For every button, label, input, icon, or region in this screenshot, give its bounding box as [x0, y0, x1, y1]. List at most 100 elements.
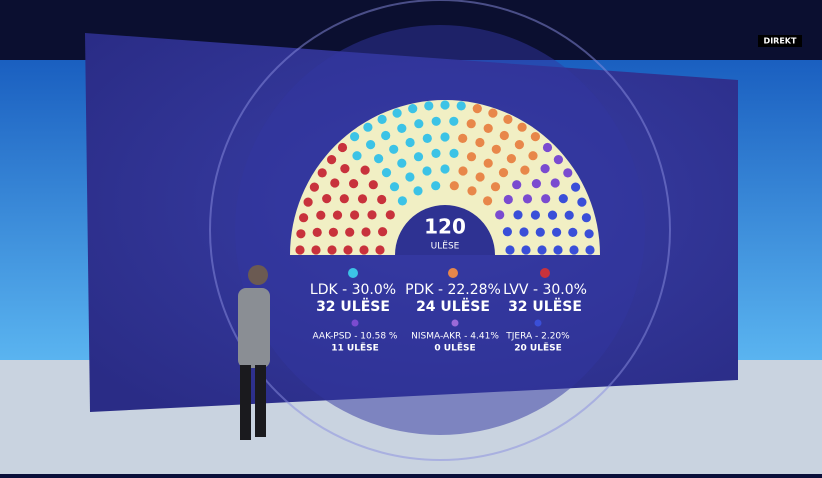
- seat: [349, 179, 359, 189]
- seat: [413, 152, 424, 162]
- seat: [449, 148, 459, 158]
- legend-dot: [540, 268, 550, 278]
- seat: [547, 210, 558, 220]
- seat: [520, 165, 530, 175]
- seat: [359, 245, 369, 255]
- seat: [350, 210, 360, 220]
- seat: [339, 194, 349, 204]
- seat-label: 20 ULËSE: [514, 343, 561, 354]
- seat: [352, 151, 362, 161]
- seat: [449, 181, 459, 191]
- seat: [440, 164, 450, 174]
- seat: [483, 123, 493, 133]
- seat: [330, 178, 340, 188]
- seat: [366, 140, 376, 150]
- seat: [563, 168, 573, 178]
- seat: [506, 154, 516, 164]
- seat: [385, 210, 395, 220]
- party-label: TJERA - 2.20%: [505, 332, 570, 342]
- seat: [467, 186, 477, 196]
- seat: [392, 108, 402, 118]
- seat: [413, 186, 423, 196]
- party-seats: [295, 142, 395, 255]
- decor-ring: [209, 0, 671, 461]
- seat: [350, 132, 360, 142]
- seat: [440, 132, 450, 142]
- seat: [408, 104, 418, 114]
- seat: [571, 182, 581, 192]
- seat: [377, 114, 387, 124]
- seat: [584, 229, 594, 239]
- hemicycle-hole: [395, 205, 495, 255]
- seat: [424, 101, 434, 111]
- badge-bg: [758, 35, 802, 47]
- seat: [431, 181, 441, 191]
- seat-label: 24 ULËSE: [416, 298, 490, 315]
- seat: [537, 245, 547, 255]
- seat: [405, 172, 415, 182]
- seat: [295, 245, 305, 255]
- seat: [530, 132, 541, 142]
- seat: [550, 178, 560, 188]
- seat: [340, 164, 350, 174]
- seat: [360, 165, 370, 175]
- seat: [522, 194, 533, 204]
- seat: [472, 104, 482, 114]
- seat: [414, 119, 424, 129]
- seat: [569, 245, 579, 255]
- seat: [317, 168, 327, 178]
- seat: [397, 158, 407, 168]
- seat: [456, 101, 466, 111]
- seat: [475, 137, 485, 148]
- legend-dot: [534, 319, 542, 327]
- seat: [531, 179, 542, 189]
- live-badge: DIREKT: [764, 37, 797, 46]
- seat: [521, 245, 531, 255]
- seat: [332, 210, 343, 220]
- seat: [449, 116, 459, 126]
- seat: [553, 245, 563, 255]
- seat: [397, 196, 407, 206]
- party-seats: [449, 104, 541, 206]
- seat: [303, 197, 313, 207]
- seat: [505, 245, 515, 255]
- seat: [503, 194, 513, 205]
- seat: [422, 166, 432, 176]
- seat: [374, 154, 384, 164]
- seat: [540, 164, 550, 174]
- seat: [375, 245, 385, 255]
- seat: [581, 213, 592, 223]
- seat: [513, 210, 523, 220]
- legend-dot: [348, 268, 358, 278]
- seat: [530, 210, 541, 220]
- seat-label: 32 ULËSE: [316, 298, 390, 315]
- seat: [296, 229, 306, 239]
- seat: [431, 148, 441, 158]
- seat: [363, 122, 373, 132]
- legend-dot: [451, 319, 459, 327]
- seat: [311, 245, 321, 255]
- seat: [490, 182, 501, 192]
- seat: [337, 142, 348, 153]
- seat: [517, 122, 527, 132]
- seat: [397, 123, 407, 133]
- party-label: PDK - 22.28%: [405, 282, 501, 298]
- legend-dot: [448, 268, 458, 278]
- seat: [491, 144, 501, 154]
- seat: [309, 182, 319, 192]
- seat: [377, 194, 387, 205]
- seat: [381, 168, 392, 178]
- seat: [327, 155, 337, 165]
- seat-label: 32 ULËSE: [508, 298, 582, 315]
- seat: [458, 133, 468, 143]
- party-label: LDK - 30.0%: [310, 282, 396, 298]
- seat: [458, 166, 468, 176]
- party-label: NISMA-AKR - 4.41%: [411, 332, 499, 342]
- seat: [322, 194, 332, 204]
- total-label: ULËSE: [431, 241, 460, 252]
- seat: [299, 213, 309, 223]
- seat: [475, 172, 485, 182]
- party-seats: [495, 142, 573, 220]
- seat: [498, 168, 509, 178]
